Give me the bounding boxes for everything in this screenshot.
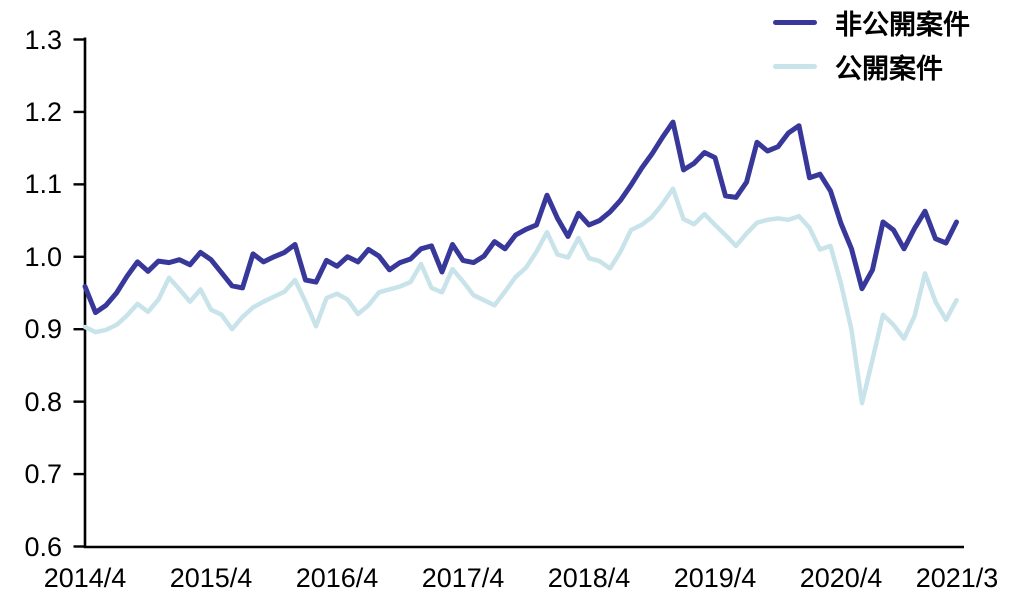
y-tick-label: 0.9 — [24, 314, 62, 344]
y-tick-label: 0.8 — [24, 387, 62, 417]
y-tick-label: 1.2 — [24, 97, 62, 127]
y-tick-label: 1.1 — [24, 169, 62, 199]
x-tick-label: 2021/3 — [915, 563, 999, 593]
legend-swatch-icon — [773, 64, 817, 69]
legend-label: 非公開案件 — [835, 10, 970, 40]
x-tick-label: 2018/4 — [547, 563, 631, 593]
legend-item: 非公開案件 — [773, 6, 970, 40]
series-line-公開案件 — [82, 186, 959, 406]
y-tick-label: 0.7 — [24, 459, 62, 489]
legend: 非公開案件 公開案件 — [773, 6, 970, 84]
x-tick-label: 2016/4 — [295, 563, 379, 593]
x-tick-label: 2019/4 — [673, 563, 757, 593]
y-tick-label: 0.6 — [24, 532, 62, 562]
x-tick-label: 2014/4 — [43, 563, 127, 593]
legend-swatch-icon — [773, 20, 817, 25]
legend-item: 公開案件 — [773, 50, 970, 84]
y-tick-label: 1.3 — [24, 25, 62, 55]
x-tick-label: 2020/4 — [799, 563, 883, 593]
y-tick-label: 1.0 — [24, 242, 62, 272]
series-line-非公開案件 — [82, 119, 959, 316]
legend-label: 公開案件 — [835, 54, 943, 84]
x-tick-label: 2017/4 — [421, 563, 505, 593]
x-tick-label: 2015/4 — [169, 563, 253, 593]
